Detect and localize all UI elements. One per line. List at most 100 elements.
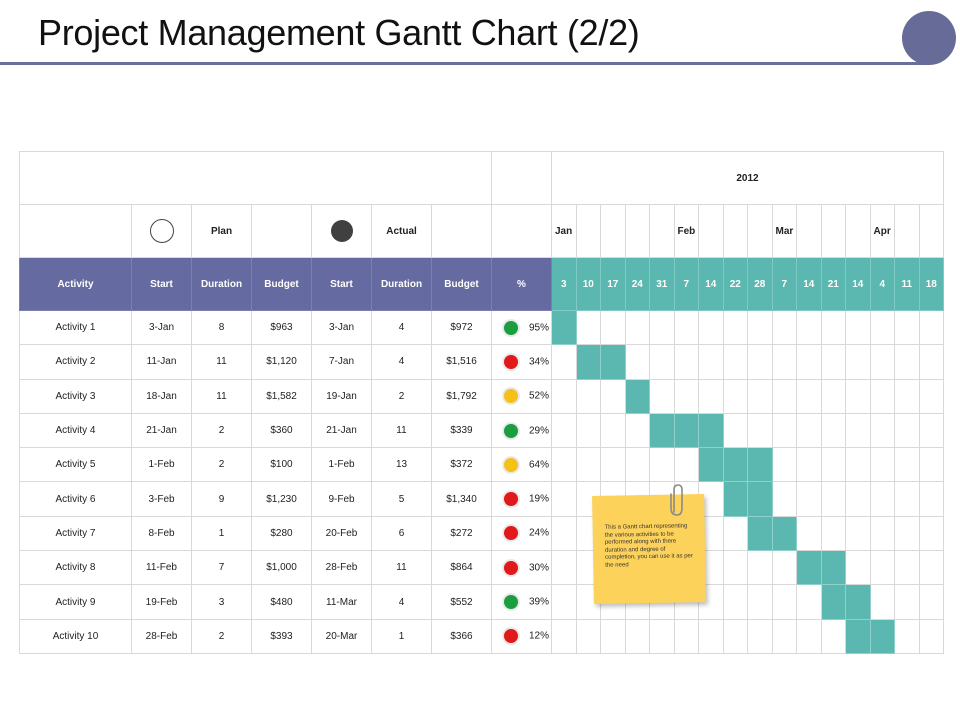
col-header-actual-start: Start <box>311 257 372 311</box>
actual-start: 20-Mar <box>311 618 372 654</box>
timeline-cell <box>575 309 601 346</box>
col-header-plan-start: Start <box>131 257 192 311</box>
actual-start: 11-Mar <box>311 584 372 620</box>
timeline-cell <box>551 344 577 380</box>
timeline-cell <box>649 344 675 380</box>
actual-start: 3-Jan <box>311 309 372 346</box>
status-dot-icon <box>504 595 518 610</box>
month-label <box>575 204 601 258</box>
status-dot-icon <box>504 354 518 369</box>
activity-name: Activity 8 <box>19 550 132 586</box>
percent-cell: 34% <box>491 344 552 380</box>
month-label <box>845 204 871 258</box>
timeline-cell <box>551 618 577 654</box>
timeline-cell <box>771 309 797 346</box>
plan-start: 19-Feb <box>131 584 192 620</box>
timeline-cell <box>771 378 797 414</box>
title-underline <box>0 62 930 65</box>
filled-circle-icon <box>330 220 353 242</box>
timeline-cell <box>649 309 675 346</box>
timeline-cell <box>551 515 577 552</box>
week-header: 22 <box>722 257 748 311</box>
timeline-cell <box>796 309 822 346</box>
timeline-cell <box>894 447 920 483</box>
week-header: 31 <box>649 257 675 311</box>
status-dot-icon <box>504 423 518 438</box>
actual-budget: $972 <box>431 309 492 346</box>
week-header: 14 <box>845 257 871 311</box>
gantt-bar-cell <box>673 412 699 449</box>
paperclip-icon <box>670 484 683 516</box>
actual-budget: $1,516 <box>431 344 492 380</box>
week-header: 7 <box>673 257 699 311</box>
timeline-cell <box>820 378 846 414</box>
plan-budget: $100 <box>251 447 312 483</box>
timeline-cell <box>771 412 797 449</box>
timeline-cell <box>820 344 846 380</box>
actual-start: 9-Feb <box>311 481 372 517</box>
status-dot-icon <box>504 492 518 507</box>
status-dot-icon <box>504 526 518 541</box>
timeline-cell <box>698 618 724 654</box>
plan-budget: $480 <box>251 584 312 620</box>
timeline-cell <box>918 309 944 346</box>
plan-label: Plan <box>191 204 252 258</box>
timeline-cell <box>575 412 601 449</box>
timeline-cell <box>820 515 846 552</box>
percent-value: 12% <box>528 630 549 642</box>
month-label <box>918 204 944 258</box>
timeline-cell <box>869 515 895 552</box>
week-header: 7 <box>771 257 797 311</box>
month-label: Jan <box>551 204 577 258</box>
col-header-percent: % <box>491 257 552 311</box>
timeline-cell <box>624 344 650 380</box>
timeline-cell <box>722 584 748 620</box>
timeline-cell <box>747 550 773 586</box>
month-label: Apr <box>869 204 895 258</box>
timeline-cell <box>918 550 944 586</box>
timeline-cell <box>551 447 577 483</box>
plan-budget: $280 <box>251 515 312 552</box>
timeline-cell <box>551 481 577 517</box>
timeline-cell <box>722 309 748 346</box>
percent-value: 34% <box>528 356 549 368</box>
gantt-bar-cell <box>698 447 724 483</box>
timeline-cell <box>869 550 895 586</box>
plan-duration: 11 <box>191 344 252 380</box>
timeline-cell <box>771 584 797 620</box>
timeline-cell <box>600 309 626 346</box>
blank-sub-cell <box>19 204 132 258</box>
timeline-cell <box>869 378 895 414</box>
activity-name: Activity 9 <box>19 584 132 620</box>
timeline-cell <box>918 412 944 449</box>
plan-start: 1-Feb <box>131 447 192 483</box>
timeline-cell <box>918 447 944 483</box>
percent-value: 39% <box>528 596 549 608</box>
month-label <box>722 204 748 258</box>
timeline-cell <box>771 481 797 517</box>
percent-value: 52% <box>528 390 549 402</box>
gantt-bar-cell <box>722 447 748 483</box>
plan-icon-cell <box>131 204 192 258</box>
actual-duration: 5 <box>371 481 432 517</box>
actual-budget: $1,792 <box>431 378 492 414</box>
timeline-cell <box>894 550 920 586</box>
timeline-cell <box>869 309 895 346</box>
timeline-cell <box>796 515 822 552</box>
timeline-cell <box>551 584 577 620</box>
status-dot-icon <box>504 629 518 644</box>
timeline-cell <box>624 447 650 483</box>
timeline-cell <box>575 618 601 654</box>
timeline-cell <box>845 550 871 586</box>
actual-duration: 2 <box>371 378 432 414</box>
activity-name: Activity 7 <box>19 515 132 552</box>
timeline-cell <box>845 515 871 552</box>
week-header: 4 <box>869 257 895 311</box>
timeline-cell <box>575 447 601 483</box>
actual-duration: 13 <box>371 447 432 483</box>
timeline-cell <box>869 481 895 517</box>
timeline-cell <box>551 550 577 586</box>
month-label <box>600 204 626 258</box>
actual-duration: 6 <box>371 515 432 552</box>
week-header: 10 <box>575 257 601 311</box>
